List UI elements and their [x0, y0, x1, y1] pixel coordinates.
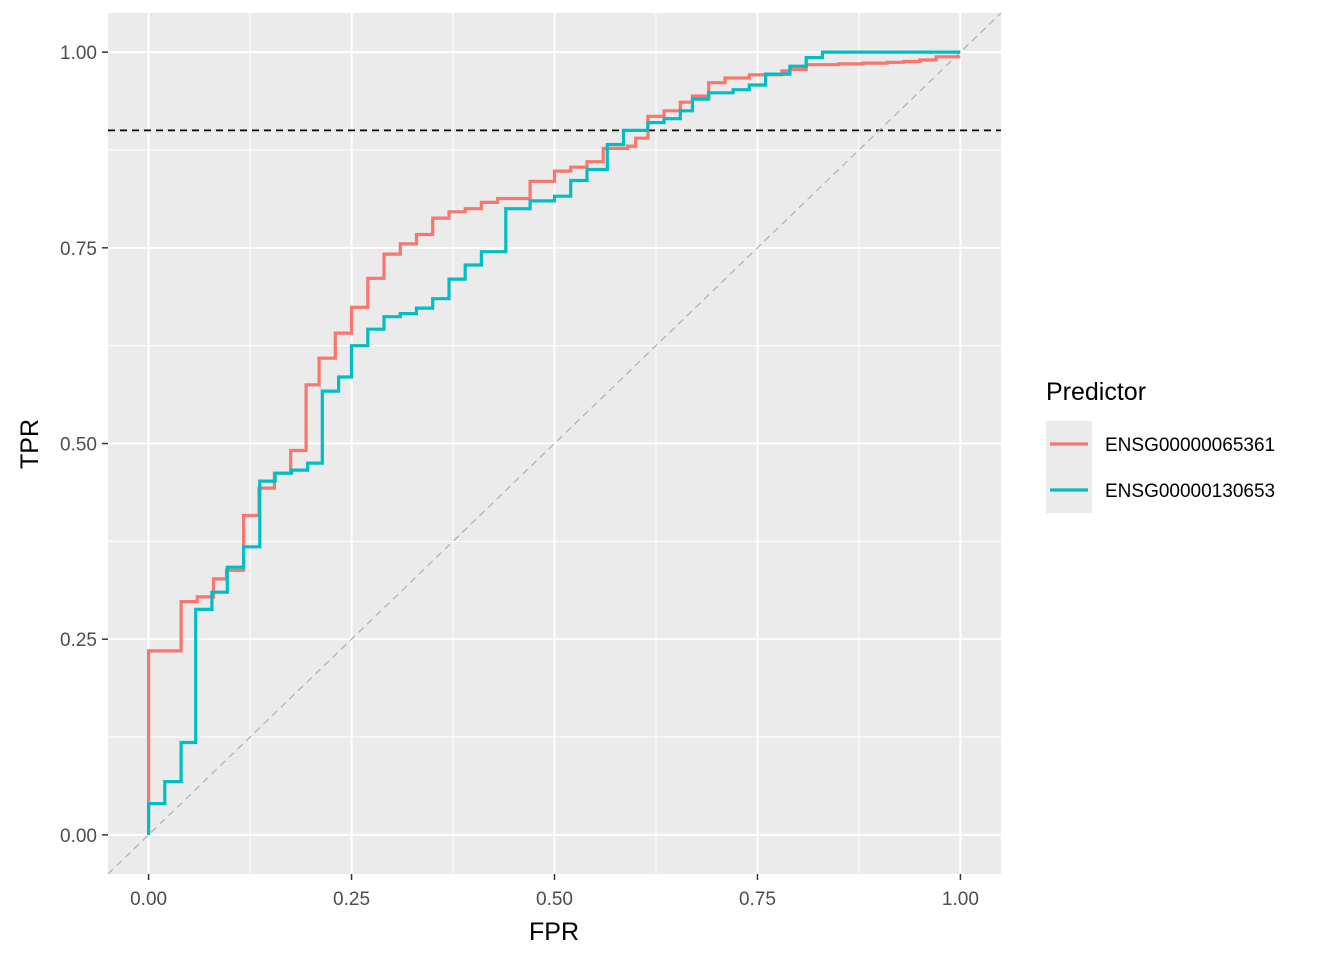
y-axis-ticks: 0.00 0.25 0.50 0.75 1.00 [60, 43, 108, 847]
y-tick-label: 0.00 [60, 826, 97, 847]
chance-diagonal [107, 12, 1002, 875]
x-axis-title: FPR [529, 918, 579, 946]
x-axis-ticks: 0.00 0.25 0.50 0.75 1.00 [130, 874, 979, 910]
y-tick-label: 0.50 [60, 435, 97, 456]
y-tick-label: 0.25 [60, 630, 97, 651]
y-axis-title: TPR [16, 419, 44, 469]
legend-title: Predictor [1046, 378, 1146, 406]
series-lines [147, 50, 961, 835]
legend-items: ENSG00000065361 ENSG00000130653 [1046, 421, 1275, 513]
major-gridlines [108, 13, 1001, 874]
legend-label: ENSG00000065361 [1105, 435, 1275, 456]
series-line-2 [147, 50, 961, 835]
legend-label: ENSG00000130653 [1105, 481, 1275, 502]
legend: Predictor ENSG00000065361 ENSG00000130653 [1046, 378, 1275, 513]
y-tick-label: 0.75 [60, 239, 97, 260]
x-tick-label: 1.00 [942, 889, 979, 910]
x-tick-label: 0.75 [739, 889, 776, 910]
x-tick-label: 0.00 [130, 889, 167, 910]
x-tick-label: 0.25 [333, 889, 370, 910]
reference-lines [107, 12, 1002, 875]
x-tick-label: 0.50 [536, 889, 573, 910]
y-tick-label: 1.00 [60, 43, 97, 64]
